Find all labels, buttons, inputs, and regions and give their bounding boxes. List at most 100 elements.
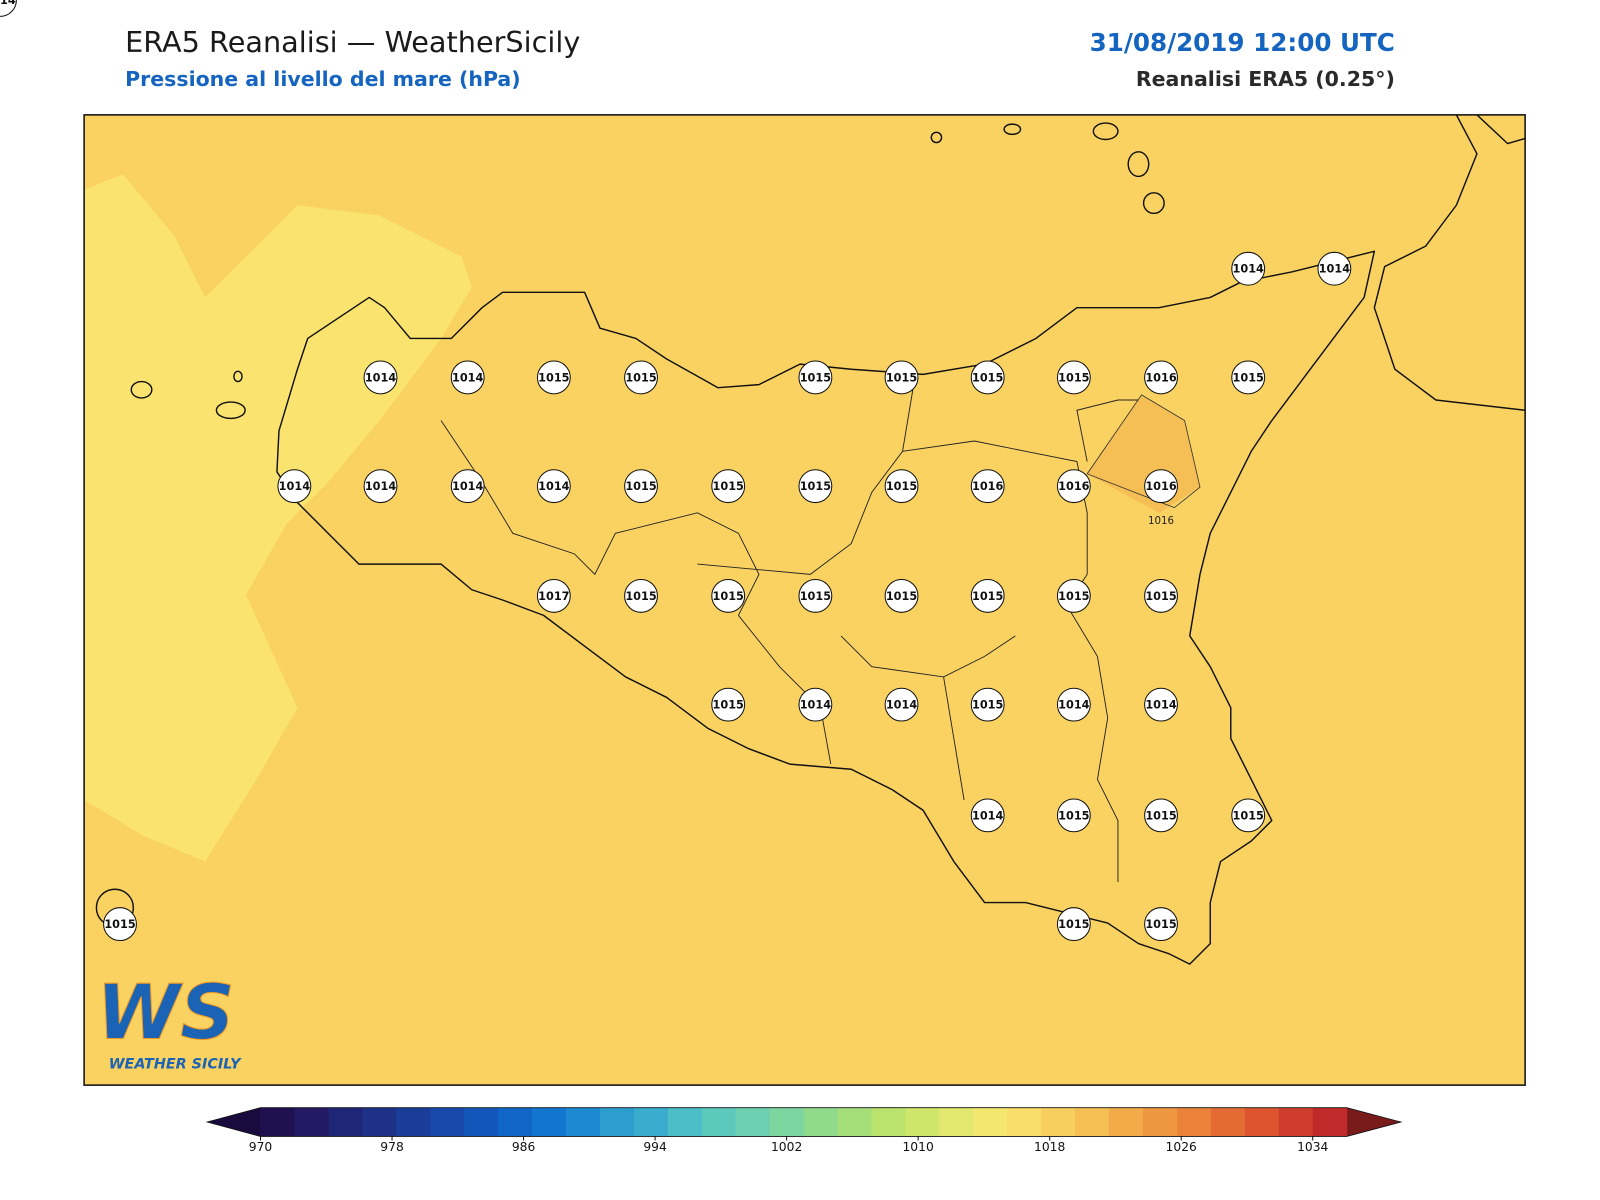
contour-line	[1086, 394, 1201, 509]
station-marker	[970, 360, 1005, 395]
station-value: 1016	[1145, 480, 1177, 493]
station-marker	[1056, 798, 1091, 833]
station-value: 1016	[972, 480, 1004, 493]
field-band	[84, 174, 472, 862]
colorbar-band	[532, 1107, 567, 1137]
station-value: 1015	[800, 480, 832, 493]
station-marker	[536, 578, 571, 613]
logo-mark: WS	[96, 968, 234, 1056]
station-value: 1015	[800, 371, 832, 384]
station-value: 1016	[1145, 371, 1177, 384]
station-marker	[450, 469, 485, 504]
station-marker	[798, 687, 833, 722]
station-marker	[1056, 907, 1091, 942]
station-marker	[1231, 360, 1266, 395]
station-value: 1015	[972, 699, 1004, 712]
stations: 1014 1014 1014 1014 1015 1015 1015 1015 1015 1015…	[0, 0, 1352, 942]
station-marker	[1144, 469, 1178, 504]
colorbar-band	[1041, 1107, 1076, 1137]
colorbar-band	[1176, 1107, 1212, 1137]
colorbar-band	[803, 1107, 839, 1137]
station-value: 1014	[279, 480, 311, 493]
island	[1003, 123, 1022, 136]
colorbar-band	[1007, 1107, 1042, 1137]
station-marker	[711, 578, 746, 613]
station-marker	[970, 687, 1005, 722]
colorbar-band	[667, 1107, 703, 1137]
station-value: 1015	[800, 590, 832, 603]
colorbar-band	[362, 1107, 397, 1137]
colorbar-tick-label: 1034	[1297, 1140, 1328, 1154]
station-value: 1014	[365, 371, 397, 384]
station-marker	[798, 469, 833, 504]
colorbar-band	[464, 1107, 499, 1137]
station-value: 1015	[713, 590, 745, 603]
station-marker	[711, 469, 746, 504]
station-value: 1015	[1145, 590, 1177, 603]
station-value: 1015	[713, 699, 745, 712]
colorbar-band	[1244, 1107, 1280, 1137]
station-marker	[1144, 687, 1178, 722]
station-marker	[1056, 578, 1091, 613]
station-value: 1015	[1058, 918, 1090, 931]
station-marker	[536, 469, 571, 504]
station-marker	[798, 360, 833, 395]
station-marker	[1231, 798, 1266, 833]
station-marker	[1144, 360, 1178, 395]
colorbar-band	[294, 1107, 329, 1137]
colorbar-band	[735, 1107, 771, 1137]
station-marker	[970, 798, 1005, 833]
colorbar-over	[1346, 1107, 1402, 1137]
station-marker	[884, 469, 919, 504]
station-marker	[450, 360, 485, 395]
island	[233, 370, 243, 383]
station-marker	[884, 360, 919, 395]
station-marker	[798, 578, 833, 613]
title: ERA5 Reanalisi — WeatherSicily	[125, 25, 580, 59]
colorbar-band	[1143, 1107, 1178, 1137]
station-value: 1015	[972, 371, 1004, 384]
station-marker	[277, 469, 312, 504]
colorbar-band	[701, 1107, 737, 1137]
colorbar-band	[633, 1107, 669, 1137]
station-value: 1016	[1058, 480, 1090, 493]
island	[930, 131, 943, 144]
station-marker	[624, 360, 658, 395]
colorbar-band	[871, 1107, 906, 1137]
station-value: 1015	[625, 590, 657, 603]
colorbar-band	[1109, 1107, 1144, 1137]
map-frame	[83, 114, 1526, 1086]
island	[215, 401, 246, 420]
station-value: 1014	[1145, 699, 1177, 712]
station-value: 1017	[538, 590, 569, 603]
colorbar-tick-label: 1002	[771, 1140, 802, 1154]
station-marker	[1144, 798, 1178, 833]
colorbar-tick-label: 970	[249, 1140, 272, 1154]
contour-label: 1016	[1148, 515, 1174, 527]
logo: WS WEATHER SICILY	[96, 968, 242, 1073]
station-value: 1014	[0, 0, 16, 7]
station-value: 1014	[365, 480, 397, 493]
station-marker	[1056, 687, 1091, 722]
station-value: 1015	[1058, 590, 1090, 603]
colorbar-tick-label: 1010	[902, 1140, 933, 1154]
source: Reanalisi ERA5 (0.25°)	[1136, 67, 1395, 91]
station-value: 1015	[625, 480, 657, 493]
coastline	[1373, 114, 1526, 411]
colorbar-tick-label: 1026	[1166, 1140, 1197, 1154]
pressure-field: 1016	[84, 114, 1526, 1086]
colorbar-band	[1312, 1107, 1348, 1137]
colorbar-tick-label: 1018	[1034, 1140, 1065, 1154]
station-marker	[536, 360, 571, 395]
colorbar-band	[1278, 1107, 1314, 1137]
station-marker	[884, 687, 919, 722]
station-marker	[711, 687, 746, 722]
station-marker	[884, 578, 919, 613]
station-value: 1015	[886, 480, 918, 493]
station-value: 1014	[1058, 699, 1090, 712]
station-marker	[0, 0, 17, 17]
station-value: 1014	[800, 699, 832, 712]
datetime: 31/08/2019 12:00 UTC	[1090, 28, 1395, 57]
colorbar-band	[498, 1107, 533, 1137]
station-value: 1014	[1233, 263, 1265, 276]
